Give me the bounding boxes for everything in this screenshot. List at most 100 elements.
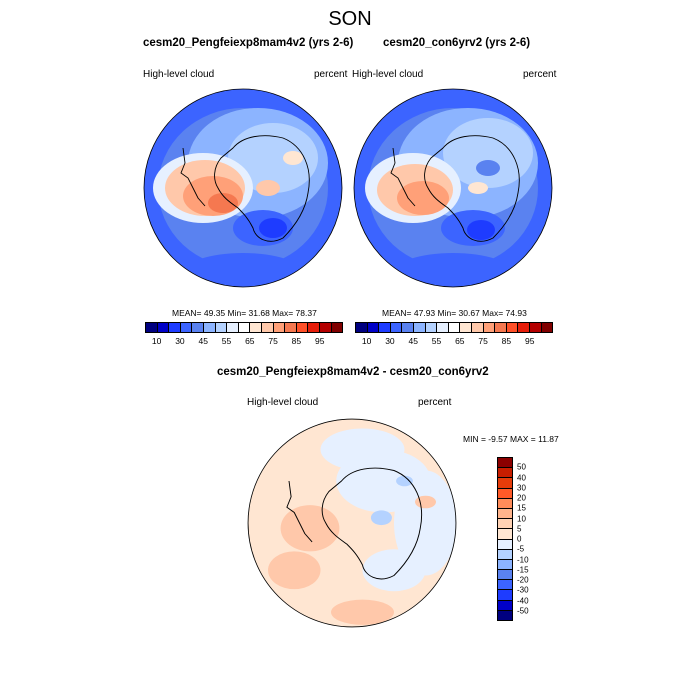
- colorbar-tick-label: -10: [517, 555, 529, 564]
- panel2-right-label: percent: [523, 69, 557, 80]
- colorbar-swatch: [540, 323, 553, 332]
- figure-title: SON: [328, 8, 372, 30]
- colorbar-swatch: [412, 323, 425, 332]
- colorbar-tick-label: 55: [221, 336, 232, 346]
- colorbar-tick-label: 55: [431, 336, 442, 346]
- colorbar-swatch: [498, 579, 512, 590]
- colorbar-swatch: [470, 323, 483, 332]
- colorbar-tick-label: -20: [517, 575, 529, 585]
- colorbar-swatch: [498, 507, 512, 519]
- colorbar-tick-label: 45: [198, 336, 208, 346]
- colorbar-tick-label: 20: [517, 493, 526, 503]
- colorbar-tick-label: 85: [291, 336, 302, 346]
- colorbar-swatch: [226, 323, 238, 332]
- colorbar-swatch: [498, 599, 512, 610]
- colorbar-swatch: [366, 323, 379, 332]
- colorbar-swatch: [498, 497, 512, 508]
- colorbar-swatch: [436, 323, 448, 332]
- colorbar-tick-label: 30: [175, 336, 185, 346]
- colorbar-swatch: [237, 323, 250, 332]
- panel1-stats: MEAN= 49.35 Min= 31.68 Max= 78.37: [172, 308, 317, 318]
- panel2-map: [353, 88, 553, 288]
- panel2-stats: MEAN= 47.93 Min= 30.67 Max= 74.93: [382, 308, 527, 318]
- colorbar-swatch: [202, 323, 215, 332]
- colorbar-tick-label: -5: [517, 544, 525, 554]
- colorbar-swatch: [482, 323, 495, 332]
- colorbar-swatch: [447, 323, 460, 332]
- panel1-right-label: percent: [314, 69, 348, 80]
- colorbar-swatch: [356, 323, 367, 332]
- colorbar-swatch: [260, 323, 273, 332]
- colorbar-swatch: [498, 589, 512, 600]
- panel3-colorbar: [497, 457, 513, 621]
- colorbar-swatch: [498, 548, 512, 559]
- colorbar-swatch: [505, 323, 518, 332]
- colorbar-swatch: [498, 528, 512, 539]
- colorbar-swatch: [156, 323, 169, 332]
- panel2-title: cesm20_con6yrv2 (yrs 2-6): [383, 37, 531, 49]
- colorbar-swatch: [318, 323, 331, 332]
- colorbar-swatch: [214, 323, 227, 332]
- colorbar-tick-label: 30: [517, 483, 526, 493]
- colorbar-swatch: [191, 323, 203, 332]
- colorbar-swatch: [498, 538, 512, 549]
- colorbar-swatch: [498, 467, 512, 478]
- colorbar-swatch: [168, 323, 180, 332]
- panel3-title: cesm20_Pengfeiexp8mam4v2 - cesm20_con6yr…: [217, 366, 489, 378]
- panel3-colorbar-ticks: 50 40 30 20 15 10 5 0 -5 -10 -15 -20 -30 -40 -50: [517, 457, 547, 621]
- colorbar-swatch: [498, 609, 512, 620]
- colorbar-tick-label: 50: [517, 462, 526, 472]
- colorbar-swatch: [494, 323, 506, 332]
- colorbar-tick-label: -40: [517, 596, 529, 605]
- panel1-colorbar: [145, 322, 343, 333]
- colorbar-swatch: [498, 518, 512, 529]
- panel1-map: [143, 88, 343, 288]
- colorbar-tick-label: 95: [524, 336, 535, 346]
- colorbar-swatch: [528, 323, 541, 332]
- colorbar-tick-label: 30: [385, 336, 395, 346]
- colorbar-swatch: [330, 323, 343, 332]
- colorbar-swatch: [517, 323, 529, 332]
- panel3-stats: MIN = -9.57 MAX = 11.87: [463, 434, 559, 444]
- colorbar-swatch: [401, 323, 413, 332]
- colorbar-tick-label: 15: [517, 503, 526, 513]
- colorbar-swatch: [146, 323, 157, 332]
- colorbar-swatch: [307, 323, 319, 332]
- colorbar-tick-label: -15: [517, 565, 529, 575]
- colorbar-tick-label: 75: [268, 336, 278, 346]
- colorbar-tick-label: 5: [517, 524, 522, 534]
- colorbar-tick-label: -50: [517, 606, 529, 616]
- colorbar-swatch: [179, 323, 192, 332]
- colorbar-swatch: [378, 323, 390, 332]
- colorbar-tick-label: 10: [151, 336, 162, 346]
- panel2-left-label: High-level cloud: [352, 69, 424, 80]
- colorbar-swatch: [424, 323, 437, 332]
- colorbar-swatch: [498, 569, 512, 580]
- colorbar-tick-label: 10: [361, 336, 372, 346]
- panel2-colorbar: [355, 322, 553, 333]
- colorbar-tick-label: 0: [517, 534, 522, 544]
- colorbar-tick-label: 65: [455, 336, 465, 346]
- colorbar-swatch: [459, 323, 471, 332]
- panel1-title: cesm20_Pengfeiexp8mam4v2 (yrs 2-6): [143, 37, 354, 49]
- panel3-right-label: percent: [418, 397, 452, 408]
- colorbar-swatch: [284, 323, 296, 332]
- colorbar-tick-label: 85: [501, 336, 512, 346]
- colorbar-swatch: [498, 487, 512, 498]
- colorbar-swatch: [389, 323, 402, 332]
- colorbar-swatch: [272, 323, 285, 332]
- colorbar-tick-label: 95: [314, 336, 325, 346]
- panel1-left-label: High-level cloud: [143, 69, 215, 80]
- colorbar-swatch: [498, 477, 512, 488]
- colorbar-swatch: [249, 323, 261, 332]
- colorbar-tick-label: -30: [517, 585, 529, 595]
- colorbar-tick-label: 40: [517, 473, 526, 482]
- colorbar-tick-label: 10: [517, 514, 526, 523]
- colorbar-tick-label: 75: [478, 336, 488, 346]
- colorbar-tick-label: 65: [245, 336, 255, 346]
- panel3-left-label: High-level cloud: [247, 397, 319, 408]
- colorbar-swatch: [498, 558, 512, 570]
- panel3-map: [247, 418, 457, 628]
- colorbar-tick-label: 45: [408, 336, 418, 346]
- colorbar-swatch: [295, 323, 308, 332]
